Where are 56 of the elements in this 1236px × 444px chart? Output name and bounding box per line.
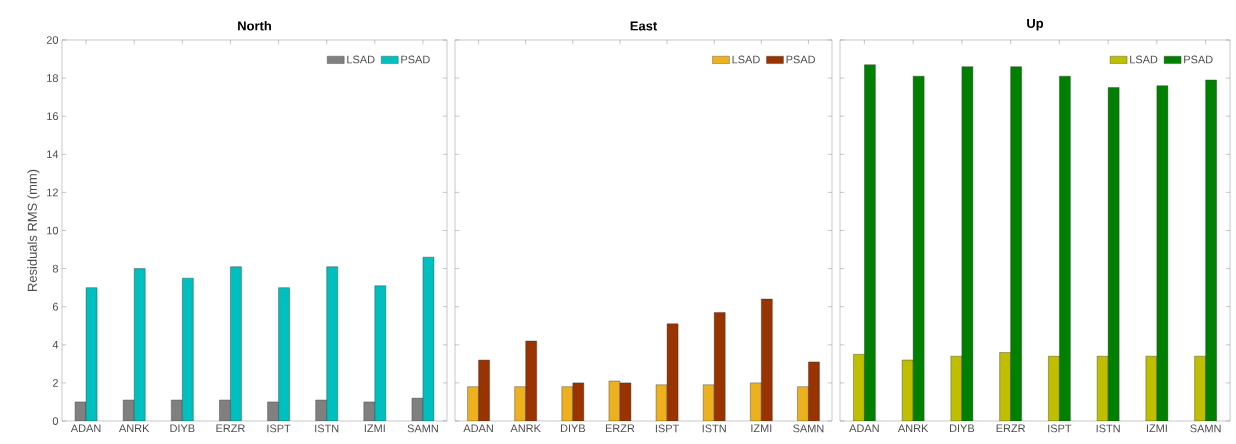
x-tick-label: IZMI <box>1146 424 1167 433</box>
y-tick-label: 4 <box>52 341 59 349</box>
legend-label: PSAD <box>786 55 815 64</box>
x-tick-label: IZMI <box>751 424 772 433</box>
x-tick-label: ADAN <box>70 424 101 433</box>
chart-title: North <box>238 20 271 31</box>
x-tick-label: ANRK <box>118 424 150 433</box>
x-tick-label: ISTN <box>315 424 339 433</box>
legend-label: LSAD <box>1130 55 1158 64</box>
y-tick-label: 20 <box>46 36 59 44</box>
bar <box>230 266 242 421</box>
x-tick-label: DIYB <box>560 424 586 433</box>
x-tick-label: ISTN <box>702 424 726 433</box>
x-tick-label: SAMN <box>407 424 438 433</box>
chart-title: Up <box>1027 18 1044 31</box>
x-tick-label: ANRK <box>510 424 541 433</box>
y-tick-label: 10 <box>47 226 59 235</box>
y-tick-label: 0 <box>52 417 59 425</box>
x-tick-label: ANRK <box>897 424 929 433</box>
bar <box>278 287 290 421</box>
x-tick-label: ERZR <box>216 424 245 433</box>
x-tick-label: ISPT <box>655 424 679 433</box>
x-tick-label: SAMN <box>793 424 824 433</box>
bar <box>1010 66 1022 421</box>
legend-label: LSAD <box>732 55 760 64</box>
x-tick-label: IZMI <box>364 424 385 433</box>
x-tick-label: DIYB <box>170 424 195 433</box>
x-tick-label: ERZR <box>605 424 635 433</box>
x-tick-label: DIYB <box>950 424 975 433</box>
y-tick-label: 6 <box>52 302 58 311</box>
x-tick-label: ISPT <box>267 424 291 433</box>
y-tick-label: 12 <box>47 188 58 197</box>
bar <box>326 266 338 421</box>
legend-label: PSAD <box>401 55 430 64</box>
y-axis-title: Residuals RMS (mm) <box>27 169 40 291</box>
bar <box>1205 79 1217 421</box>
x-tick-label: ERZR <box>996 424 1026 433</box>
x-tick-label: ISTN <box>1096 424 1120 433</box>
bar <box>133 268 146 421</box>
bar <box>864 64 876 421</box>
y-tick-label: 2 <box>52 379 58 387</box>
bar <box>374 285 387 421</box>
legend-label: PSAD <box>1184 55 1213 64</box>
x-tick-label: SAMN <box>1190 424 1221 433</box>
x-tick-label: ADAN <box>849 424 879 433</box>
bar <box>713 312 726 421</box>
y-tick-label: 18 <box>47 74 58 82</box>
chart-title: East <box>630 21 658 31</box>
y-tick-label: 14 <box>47 150 59 159</box>
x-tick-label: ISPT <box>1048 424 1072 433</box>
x-tick-label: ADAN <box>463 424 493 433</box>
y-tick-label: 16 <box>47 112 58 121</box>
legend-label: LSAD <box>347 55 375 64</box>
bar <box>182 277 194 421</box>
bar <box>1059 75 1071 421</box>
y-tick-label: 8 <box>52 264 58 273</box>
